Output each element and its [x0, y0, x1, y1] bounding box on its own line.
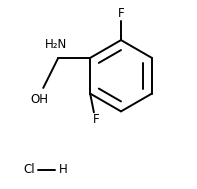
Text: Cl: Cl — [23, 163, 35, 176]
Text: H₂N: H₂N — [45, 38, 68, 51]
Text: F: F — [92, 113, 99, 126]
Text: F: F — [118, 7, 124, 20]
Text: OH: OH — [31, 93, 48, 106]
Text: H: H — [59, 163, 67, 176]
